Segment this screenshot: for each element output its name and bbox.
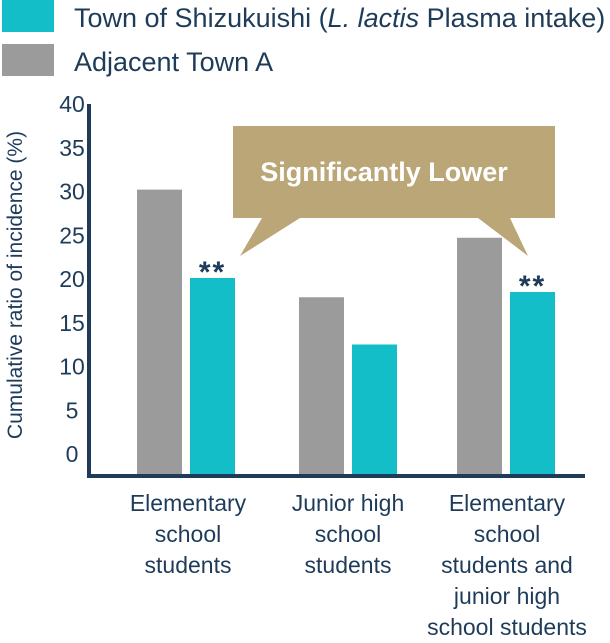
bar-adjacent-town-a — [299, 297, 344, 474]
bar-adjacent-town-a — [137, 189, 182, 474]
y-tick-label: 0 — [66, 441, 79, 467]
y-tick-label: 20 — [59, 266, 85, 292]
legend-swatch-town-shizukuishi — [2, 0, 54, 32]
category-labels: Elementary school students Junior high schoo… — [130, 490, 587, 640]
callout: Significantly Lower — [233, 126, 555, 256]
y-tick-label: 25 — [59, 222, 85, 248]
bar-adjacent-town-a — [457, 237, 502, 474]
legend-label-town-shizukuishi: Town of Shizukuishi (L. lactis Plasma in… — [74, 3, 605, 33]
legend: Town of Shizukuishi (L. lactis Plasma in… — [2, 0, 605, 77]
significance-mark: ** — [519, 270, 546, 303]
significance-mark: ** — [199, 256, 226, 289]
y-tick-label: 15 — [59, 310, 85, 336]
significance-marks: ** ** — [199, 256, 546, 303]
y-tick-labels: 0 5 10 15 20 25 30 35 40 — [59, 91, 85, 467]
bar-town-shizukuishi — [352, 344, 397, 474]
bars — [137, 189, 555, 474]
legend-label-adjacent-town-a: Adjacent Town A — [74, 47, 273, 77]
callout-box — [233, 126, 555, 256]
y-tick-label: 5 — [66, 397, 79, 423]
bar-town-shizukuishi — [190, 278, 235, 474]
bar-town-shizukuishi — [510, 292, 555, 474]
callout-text: Significantly Lower — [260, 157, 508, 187]
y-tick-label: 30 — [59, 179, 85, 205]
legend-swatch-adjacent-town-a — [2, 44, 54, 76]
y-axis-label: Cumulative ratio of incidence (%) — [4, 131, 27, 439]
y-tick-label: 40 — [59, 91, 85, 117]
category-label: Junior high school students — [292, 490, 405, 578]
y-tick-label: 35 — [59, 135, 85, 161]
category-label: Elementary school students — [130, 490, 247, 578]
category-label: Elementary school students and junior high s… — [427, 490, 587, 640]
y-tick-label: 10 — [59, 354, 85, 380]
